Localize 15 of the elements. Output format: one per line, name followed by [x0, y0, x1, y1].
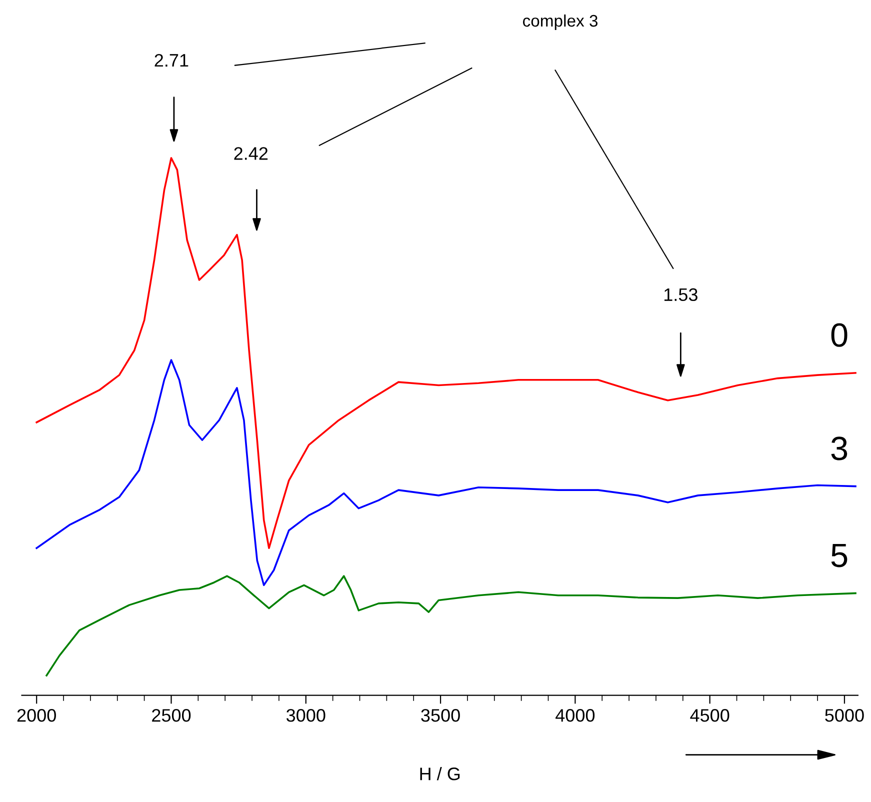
annotation: 1.53: [664, 288, 698, 302]
x-axis-title: H / G: [420, 767, 460, 780]
series-label: 5: [831, 544, 848, 568]
series-label: 3: [831, 436, 848, 460]
text: 2.71: [154, 54, 188, 67]
x-tick-label: 5000: [825, 709, 864, 722]
annotation: 2.42: [234, 147, 268, 160]
x-tick-label: 4000: [556, 709, 595, 722]
text: complex 3: [522, 14, 598, 30]
x-tick-label: 2500: [152, 709, 191, 722]
x-tick-label: 4500: [690, 709, 730, 722]
x-tick-label: 2000: [17, 709, 56, 722]
x-tick-label: 3000: [286, 709, 326, 722]
x-tick-label: 3500: [421, 709, 460, 722]
series-label: 0: [831, 323, 848, 347]
